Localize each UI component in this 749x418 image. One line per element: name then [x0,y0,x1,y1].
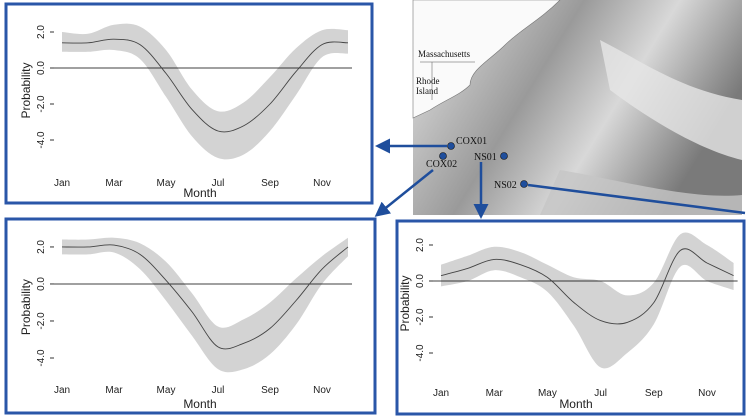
state-label: Rhode [416,76,440,86]
state-label: Massachusetts [418,49,470,59]
map: Massachusetts Rhode Island COX01 COX02 N… [413,0,742,215]
x-tick-label: Sep [261,178,279,189]
x-tick-label: Jan [54,178,70,189]
y-tick-label: -4.0 [415,344,426,362]
confidence-band [62,24,348,160]
y-tick-label: -2.0 [36,95,47,113]
confidence-band [441,232,734,368]
site-dot [521,181,528,188]
y-tick-label: 2.0 [36,240,47,254]
y-tick-label: 0.0 [415,274,426,288]
x-tick-label: Jan [433,388,449,399]
x-tick-label: Jul [594,388,607,399]
site-dot [448,143,455,150]
x-tick-label: Jul [212,385,225,396]
site-label: COX02 [426,159,457,170]
y-tick-label: 2.0 [36,25,47,39]
x-tick-label: Nov [698,388,716,399]
x-tick-label: Nov [313,178,331,189]
y-tick-label: -2.0 [36,312,47,330]
site-label: NS02 [494,180,517,191]
state-label: Island [416,86,438,96]
x-tick-label: May [157,178,176,189]
y-tick-label: -4.0 [36,349,47,367]
y-tick-label: 0.0 [36,61,47,75]
x-axis-label: Month [183,186,216,200]
y-tick-label: -4.0 [36,131,47,149]
confidence-band [62,238,348,373]
y-tick-label: -2.0 [415,308,426,326]
x-tick-label: Mar [486,388,504,399]
site-label: COX01 [456,136,487,147]
site-label: NS01 [474,152,497,163]
x-tick-label: Mar [105,385,123,396]
x-tick-label: Nov [313,385,331,396]
y-axis-label: Probability [19,62,33,118]
y-tick-label: 0.0 [36,277,47,291]
x-tick-label: Sep [645,388,663,399]
figure: Massachusetts Rhode Island COX01 COX02 N… [0,0,749,418]
x-tick-label: Mar [105,178,123,189]
x-axis-label: Month [183,397,216,411]
x-tick-label: May [157,385,176,396]
site-dot [501,153,508,160]
x-axis-label: Month [559,397,592,411]
y-tick-label: 2.0 [415,238,426,252]
x-tick-label: Sep [261,385,279,396]
y-axis-label: Probability [19,279,33,335]
x-tick-label: May [538,388,557,399]
y-axis-label: Probability [398,275,412,331]
x-tick-label: Jan [54,385,70,396]
